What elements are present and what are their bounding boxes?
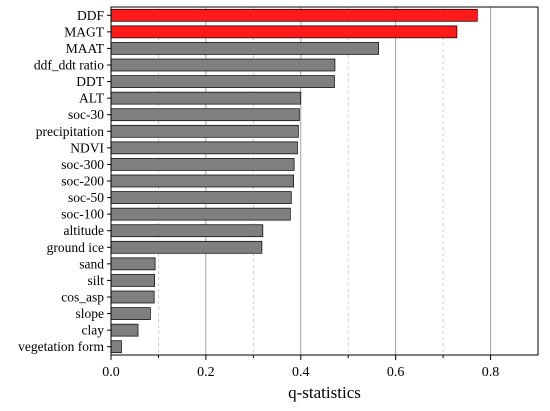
x-tick-label: 0.4 <box>292 365 310 380</box>
bar-ground-ice <box>110 240 263 254</box>
x-axis: 0.0 0.2 0.4 0.6 0.8 <box>102 355 499 380</box>
bar-clay <box>110 323 139 337</box>
bar-magt <box>110 25 458 39</box>
y-tick-label: silt <box>87 273 104 288</box>
x-tick-label: 0.2 <box>197 365 215 380</box>
bar-soc-50 <box>110 191 292 204</box>
bar-vegetation-form <box>110 340 122 354</box>
bar-ndvi <box>110 141 298 155</box>
y-tick-label: MAAT <box>66 41 105 56</box>
bar-precipitation <box>110 124 299 138</box>
bar-silt <box>110 274 155 287</box>
y-tick-label: DDT <box>76 74 104 89</box>
y-tick-label: ALT <box>79 91 105 106</box>
y-tick-label: MAGT <box>64 24 105 39</box>
y-tick-label: DDF <box>77 8 104 23</box>
y-tick-label: soc-50 <box>68 190 104 205</box>
bar-cos-asp <box>110 290 155 304</box>
y-tick-label: slope <box>76 306 105 321</box>
bar-soc-300 <box>110 158 295 171</box>
bar-soc-30 <box>110 108 300 122</box>
bar-soc-100 <box>110 207 291 221</box>
bar-sand <box>110 257 156 271</box>
bars <box>110 8 478 354</box>
bar-ddt <box>110 75 335 88</box>
y-tick-label: soc-100 <box>61 207 104 222</box>
y-tick-label: soc-30 <box>68 107 104 122</box>
x-axis-label: q-statistics <box>288 383 361 402</box>
bar-maat <box>110 42 379 55</box>
y-tick-label: soc-300 <box>61 157 104 172</box>
y-tick-label: ddf_ddt ratio <box>34 58 104 73</box>
bar-altitude <box>110 224 264 238</box>
y-tick-label: clay <box>82 323 105 338</box>
bar-ddf <box>110 8 478 22</box>
y-tick-label: precipitation <box>36 124 104 139</box>
y-tick-label: soc-200 <box>61 174 104 189</box>
y-tick-label: sand <box>79 256 104 271</box>
y-tick-label: ground ice <box>47 240 104 255</box>
y-tick-label: NDVI <box>70 140 104 155</box>
bar-soc-200 <box>110 174 295 188</box>
bar-alt <box>110 91 302 105</box>
x-tick-label: 0.6 <box>387 365 405 380</box>
x-tick-label: 0.0 <box>102 365 120 380</box>
bar-slope <box>110 307 151 320</box>
x-tick-label: 0.8 <box>482 365 500 380</box>
y-tick-label: vegetation form <box>18 339 104 354</box>
y-tick-label: cos_asp <box>61 290 104 305</box>
y-tick-label: altitude <box>64 223 105 238</box>
bar-ddf-ddt-ratio <box>110 58 336 72</box>
